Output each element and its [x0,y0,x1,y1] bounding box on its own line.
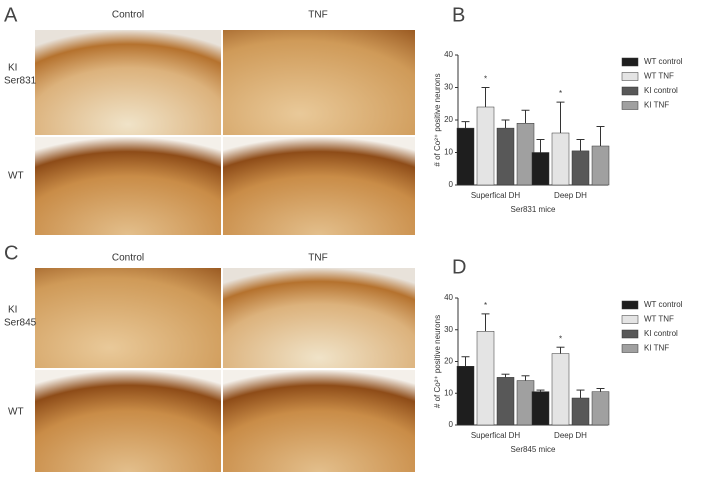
legend-swatch [621,86,639,96]
micrograph [223,137,415,235]
y-tick-label: 20 [444,357,453,366]
legend-label: WT control [644,300,683,309]
bar [496,127,515,186]
column-label: Control [112,253,144,264]
bar [496,377,515,426]
legend-label: KI control [644,329,678,338]
y-axis-label: # of Co²⁺ positive neurons [433,315,442,408]
y-tick-label: 40 [444,50,453,59]
bar [476,331,495,426]
bar [551,132,570,186]
panel-label: A [4,4,18,26]
panel-label: D [452,256,466,278]
x-tick-label: Superfical DH [471,431,521,440]
bar [531,152,550,186]
bar [516,123,535,186]
column-label: Control [112,10,144,21]
legend-label: WT TNF [644,72,674,81]
legend-label: KI control [644,86,678,95]
bar [456,127,475,186]
y-tick-label: 0 [449,420,454,429]
micrograph [35,137,221,235]
legend-label: WT control [644,57,683,66]
panel-label: C [4,242,18,264]
bar [571,150,590,186]
legend-label: KI TNF [644,101,669,110]
x-tick-label: Deep DH [554,191,587,200]
x-axis-label: Ser831 mice [511,205,556,214]
significance-marker: * [484,301,487,310]
y-tick-label: 10 [444,388,453,397]
row-label: Ser845 [4,318,37,329]
y-axis-label: # of Co²⁺ positive neurons [433,73,442,166]
micrographs [35,30,415,472]
legend-label: KI TNF [644,344,669,353]
row-label: Ser831 [4,76,37,87]
x-tick-label: Superfical DH [471,191,521,200]
row-label: KI [8,63,17,74]
bar [456,366,475,426]
micrograph [35,370,221,472]
y-tick-label: 0 [449,180,454,189]
bar [531,391,550,426]
bar [551,353,570,426]
y-tick-label: 40 [444,293,453,302]
legend-swatch [621,329,639,339]
micrograph [35,30,221,135]
micrograph [35,268,221,368]
x-tick-label: Deep DH [554,431,587,440]
legend-label: WT TNF [644,315,674,324]
significance-marker: * [559,334,562,343]
column-label: TNF [308,10,327,21]
legend-swatch [621,344,639,353]
legend-swatch [621,300,639,310]
legend-swatch [621,72,639,81]
y-tick-label: 20 [444,115,453,124]
y-tick-label: 30 [444,83,453,92]
significance-marker: * [484,75,487,84]
row-label: WT [8,171,24,182]
column-label: TNF [308,253,327,264]
legend-swatch [621,315,639,324]
y-tick-label: 30 [444,325,453,334]
bar [591,391,610,426]
row-label: KI [8,305,17,316]
micrograph [223,30,415,135]
bar [476,106,495,186]
micrograph [223,268,415,368]
significance-marker: * [559,89,562,98]
legend-swatch [621,57,639,67]
bar [571,397,590,426]
legend-swatch [621,101,639,110]
row-label: WT [8,407,24,418]
bar [591,145,610,186]
x-axis-label: Ser845 mice [511,445,556,454]
bar [516,380,535,426]
y-tick-label: 10 [444,148,453,157]
panel-label: B [452,4,465,26]
micrograph [223,370,415,472]
